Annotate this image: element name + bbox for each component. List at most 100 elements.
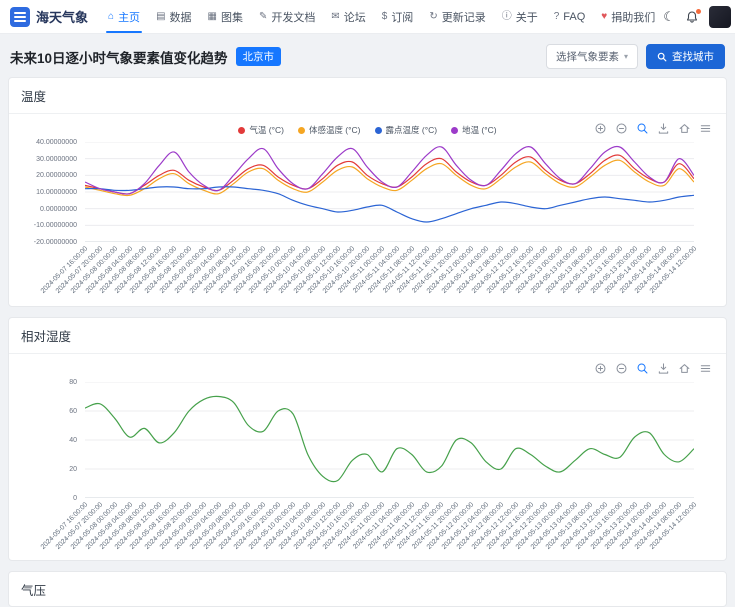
logo-icon — [10, 6, 30, 27]
document-icon: ✎ — [258, 10, 268, 22]
legend-item[interactable]: 体感温度 (°C) — [297, 124, 361, 136]
y-axis-label: 80 — [69, 379, 77, 386]
pressure-card: 气压 — [8, 571, 727, 607]
chart-toolbox — [594, 122, 712, 135]
nav-item-gallery[interactable]: ▦ 图集 — [200, 0, 251, 33]
temperature-chart: 气温 (°C) 体感温度 (°C) 露点温度 (°C) 地温 (°C) 40.00000… — [9, 114, 726, 306]
notifications-bell-icon[interactable] — [685, 8, 701, 24]
chart-top-bar — [21, 360, 714, 380]
header-right: ☾ 匿名用户 登录/注册 — [663, 0, 735, 60]
series-line-0 — [85, 395, 694, 483]
search-icon — [657, 52, 667, 61]
page-title: 未来10日逐小时气象要素值变化趋势 — [10, 50, 228, 66]
save-image-icon[interactable] — [657, 122, 670, 135]
legend-label: 地温 (°C) — [462, 125, 497, 135]
main-nav: ⌂ 主页 ▤ 数据 ▦ 图集 ✎ 开发文档 ✉ 论坛 $ 订阅 ↻ 更新记录 ⓘ 关于? FAQ ♥ 捐助我们 — [100, 0, 663, 33]
nav-item-faq[interactable]: ? FAQ — [546, 0, 594, 33]
nav-item-changelog[interactable]: ↻ 更新记录 — [421, 0, 493, 33]
chart-legend: 气温 (°C) 体感温度 (°C) 露点温度 (°C) 地温 (°C) — [21, 120, 714, 140]
y-axis-label: -20.00000000 — [33, 239, 77, 246]
y-axis-label: 20 — [69, 466, 77, 473]
area-zoom-icon[interactable] — [636, 122, 649, 135]
chart-toolbox — [594, 362, 712, 375]
about-icon: ⓘ — [501, 10, 512, 22]
find-city-button[interactable]: 查找城市 — [646, 44, 725, 69]
temperature-card: 温度 气温 (°C) 体感温度 (°C) 露点温度 (°C) 地温 (°C) 40.00… — [8, 77, 727, 307]
chevron-down-icon: ▾ — [623, 52, 628, 61]
nav-item-donate[interactable]: ♥ 捐助我们 — [593, 0, 663, 33]
menu-icon[interactable] — [699, 122, 712, 135]
card-title-temperature: 温度 — [9, 78, 726, 114]
city-badge: 北京市 — [235, 47, 282, 66]
nav-item-data[interactable]: ▤ 数据 — [148, 0, 199, 33]
nav-item-label: 开发文档 — [271, 11, 316, 24]
y-axis-label: 60 — [69, 408, 77, 415]
x-axis-labels: 2024-05-07 16:00:00 2024-05-07 20:00:00 20… — [40, 242, 699, 304]
x-axis-labels: 2024-05-07 16:00:00 2024-05-07 20:00:00 20… — [40, 498, 699, 558]
restore-icon[interactable] — [678, 362, 691, 375]
y-axis-label: -10.00000000 — [33, 222, 77, 230]
database-icon: ▤ — [156, 10, 166, 22]
nav-item-label: 主页 — [118, 11, 141, 24]
brand[interactable]: 海天气象 — [10, 6, 89, 27]
card-title-humidity: 相对湿度 — [9, 318, 726, 354]
plot-svg — [85, 142, 694, 242]
nav-item-label: 数据 — [169, 11, 192, 24]
y-axis-label: 30.00000000 — [36, 155, 77, 163]
area-zoom-icon[interactable] — [636, 362, 649, 375]
nav-item-label: 捐助我们 — [611, 11, 656, 24]
dark-mode-moon-icon[interactable]: ☾ — [663, 9, 675, 24]
nav-item-forum[interactable]: ✉ 论坛 — [323, 0, 373, 33]
legend-label: 露点温度 (°C) — [385, 125, 438, 135]
save-image-icon[interactable] — [657, 362, 670, 375]
donate-heart-icon: ♥ — [601, 10, 608, 22]
nav-item-label: FAQ — [563, 10, 586, 23]
y-axis-label: 0.00000000 — [40, 205, 77, 213]
legend-label: 气温 (°C) — [249, 125, 284, 135]
humidity-card: 相对湿度 80 60 40 20 0 2024-05-07 16:00:00 2024-05… — [8, 317, 727, 561]
subscribe-icon: $ — [381, 10, 388, 22]
plot-region: 80 60 40 20 0 2024-05-07 16:00:00 2024-05-07 2… — [21, 379, 714, 558]
legend-dot-icon — [238, 126, 246, 134]
avatar[interactable] — [708, 5, 731, 28]
faq-icon: ? — [553, 10, 560, 22]
y-axis-label: 10.00000000 — [36, 189, 77, 196]
menu-icon[interactable] — [699, 362, 712, 375]
humidity-chart: 80 60 40 20 0 2024-05-07 16:00:00 2024-05-07 2… — [9, 354, 726, 560]
legend-item[interactable]: 露点温度 (°C) — [374, 124, 438, 136]
select-element-button[interactable]: 选择气象要素 ▾ — [545, 44, 638, 69]
find-city-label: 查找城市 — [672, 51, 714, 63]
y-axis-label: 0 — [73, 495, 77, 502]
card-title-pressure: 气压 — [9, 572, 726, 606]
zoom-out-icon[interactable] — [615, 362, 628, 375]
zoom-in-icon[interactable] — [594, 362, 607, 375]
y-axis-label: 20.00000000 — [36, 172, 77, 180]
nav-item-subscribe[interactable]: $ 订阅 — [374, 0, 422, 33]
y-axis-label: 40.00000000 — [36, 139, 77, 146]
nav-item-label: 订阅 — [391, 11, 414, 24]
page-title-bar: 未来10日逐小时气象要素值变化趋势 北京市 选择气象要素 ▾ 查找城市 — [0, 34, 735, 77]
changelog-icon: ↻ — [429, 10, 438, 22]
brand-name: 海天气象 — [36, 10, 89, 25]
home-icon: ⌂ — [108, 10, 115, 22]
nav-item-label: 关于 — [515, 11, 538, 24]
nav-item-label: 图集 — [220, 11, 243, 24]
legend-dot-icon — [374, 126, 382, 134]
y-axis-label: 40 — [69, 437, 77, 444]
restore-icon[interactable] — [678, 122, 691, 135]
nav-item-home[interactable]: ⌂ 主页 — [100, 0, 148, 33]
nav-item-label: 更新记录 — [441, 11, 486, 24]
zoom-in-icon[interactable] — [594, 122, 607, 135]
legend-dot-icon — [451, 126, 459, 134]
nav-item-about[interactable]: ⓘ 关于 — [494, 0, 546, 33]
gallery-icon: ▦ — [207, 10, 217, 22]
zoom-out-icon[interactable] — [615, 122, 628, 135]
legend-dot-icon — [297, 126, 305, 134]
series-line-2 — [85, 186, 694, 223]
nav-item-devdocs[interactable]: ✎ 开发文档 — [251, 0, 323, 33]
legend-item[interactable]: 地温 (°C) — [451, 124, 497, 136]
legend-item[interactable]: 气温 (°C) — [238, 124, 284, 136]
top-nav: 海天气象 ⌂ 主页 ▤ 数据 ▦ 图集 ✎ 开发文档 ✉ 论坛 $ 订阅 ↻ 更新记录 ⓘ 关于? FAQ ♥ 捐助… — [0, 0, 735, 34]
nav-item-label: 论坛 — [343, 11, 366, 24]
series-line-1 — [85, 159, 694, 197]
